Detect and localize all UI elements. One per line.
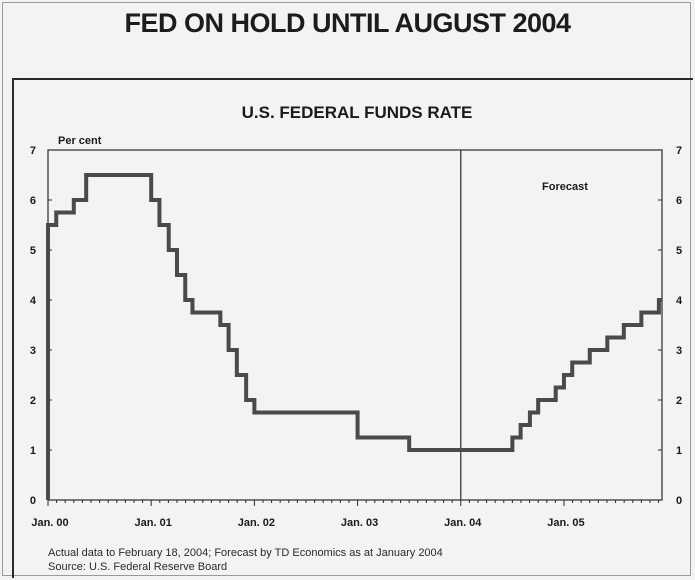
x-tick-label: Jan. 05 bbox=[547, 517, 584, 529]
y-tick-label-right: 6 bbox=[676, 195, 682, 207]
chart-title: U.S. FEDERAL FUNDS RATE bbox=[242, 103, 473, 122]
y-tick-label-right: 3 bbox=[676, 345, 682, 357]
y-tick-label-left: 4 bbox=[30, 295, 37, 307]
y-tick-label-right: 4 bbox=[676, 295, 683, 307]
y-tick-label-left: 7 bbox=[30, 145, 36, 157]
y-tick-label-right: 2 bbox=[676, 395, 682, 407]
x-tick-label: Jan. 01 bbox=[135, 517, 172, 529]
x-tick-label: Jan. 02 bbox=[238, 517, 275, 529]
y-tick-label-left: 2 bbox=[30, 395, 36, 407]
y-axis-label: Per cent bbox=[58, 135, 102, 147]
y-tick-label-left: 6 bbox=[30, 195, 36, 207]
y-tick-label-right: 5 bbox=[676, 245, 682, 257]
y-tick-label-left: 1 bbox=[30, 445, 36, 457]
source-note: Source: U.S. Federal Reserve Board bbox=[48, 561, 228, 573]
data-note: Actual data to February 18, 2004; Foreca… bbox=[48, 547, 443, 559]
y-tick-label-right: 1 bbox=[676, 445, 682, 457]
plot-frame bbox=[47, 149, 663, 501]
page-title: FED ON HOLD UNTIL AUGUST 2004 bbox=[124, 8, 571, 38]
federal-funds-rate-chart: U.S. FEDERAL FUNDS RATE Per cent Forecas… bbox=[30, 103, 683, 529]
fed-funds-series-line bbox=[46, 173, 662, 500]
x-tick-label: Jan. 03 bbox=[341, 517, 378, 529]
y-tick-label-left: 3 bbox=[30, 345, 36, 357]
y-tick-label-left: 5 bbox=[30, 245, 36, 257]
y-tick-label-right: 7 bbox=[676, 145, 682, 157]
y-tick-label-left: 0 bbox=[30, 495, 36, 507]
forecast-annotation: Forecast bbox=[542, 181, 588, 193]
x-tick-label: Jan. 04 bbox=[444, 517, 482, 529]
chart-frame: U.S. FEDERAL FUNDS RATE Per cent Forecas… bbox=[12, 78, 693, 578]
footnote: Actual data to February 18, 2004; Foreca… bbox=[48, 546, 648, 574]
x-tick-label: Jan. 00 bbox=[31, 517, 68, 529]
y-tick-label-right: 0 bbox=[676, 495, 682, 507]
